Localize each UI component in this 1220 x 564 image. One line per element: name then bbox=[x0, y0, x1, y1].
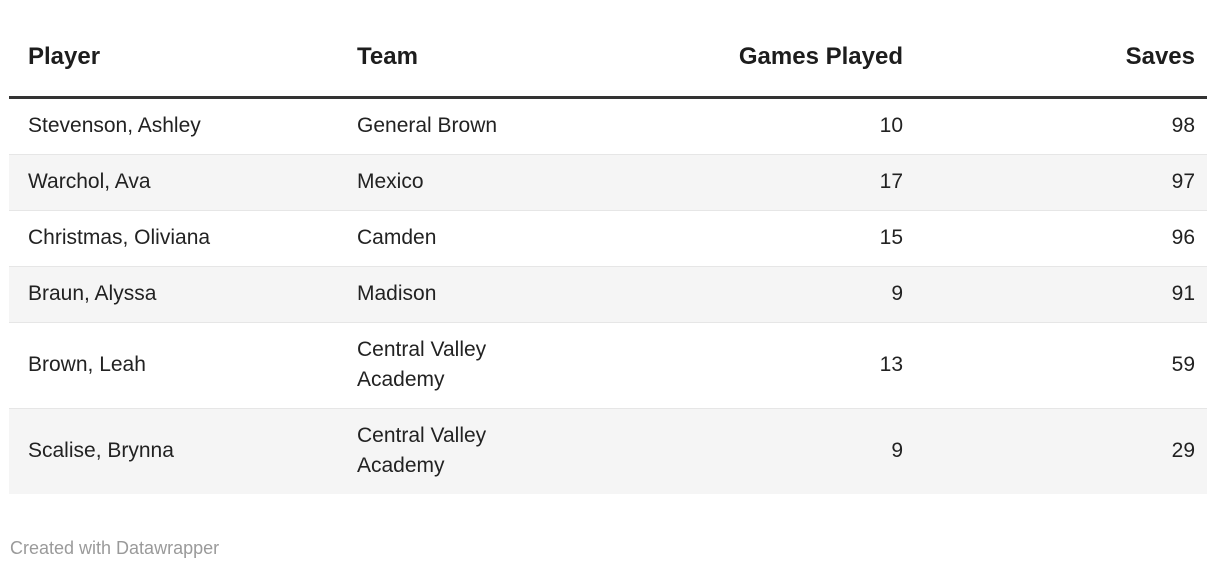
cell-games-played: 10 bbox=[879, 114, 903, 137]
header-cell-games-played: Games Played bbox=[567, 36, 913, 99]
cell-saves: 29 bbox=[1171, 439, 1195, 462]
table-container: Player Team Games Played Saves Stevenson… bbox=[9, 36, 1207, 494]
cell-player: Warchol, Ava bbox=[28, 170, 151, 193]
header-cell-player: Player bbox=[9, 36, 347, 99]
header-row: Player Team Games Played Saves bbox=[9, 36, 1207, 99]
cell-games-played: 9 bbox=[891, 282, 903, 305]
cell-games-played: 13 bbox=[879, 353, 903, 376]
cell-team: Camden bbox=[357, 226, 437, 249]
cell-saves: 98 bbox=[1171, 114, 1195, 137]
cell-player: Brown, Leah bbox=[28, 353, 146, 376]
table-row: Warchol, Ava Mexico 17 97 bbox=[9, 154, 1207, 211]
header-cell-saves: Saves bbox=[913, 36, 1207, 99]
cell-saves: 96 bbox=[1171, 226, 1195, 249]
cell-player: Scalise, Brynna bbox=[28, 439, 174, 462]
stats-table: Player Team Games Played Saves Stevenson… bbox=[9, 36, 1207, 494]
table-row: Braun, Alyssa Madison 9 91 bbox=[9, 266, 1207, 323]
cell-saves: 59 bbox=[1171, 353, 1195, 376]
table-row: Christmas, Oliviana Camden 15 96 bbox=[9, 210, 1207, 267]
table-body: Stevenson, Ashley General Brown 10 98 Wa… bbox=[9, 97, 1207, 494]
cell-games-played: 17 bbox=[879, 170, 903, 193]
cell-player: Christmas, Oliviana bbox=[28, 226, 211, 249]
cell-team: Madison bbox=[357, 282, 437, 305]
cell-team: Mexico bbox=[357, 170, 424, 193]
cell-games-played: 15 bbox=[879, 226, 903, 249]
datawrapper-attribution-link[interactable]: Created with Datawrapper bbox=[10, 538, 220, 558]
cell-team: Central Valley Academy bbox=[357, 424, 487, 477]
table-header: Player Team Games Played Saves bbox=[9, 36, 1207, 99]
cell-player: Stevenson, Ashley bbox=[28, 114, 201, 137]
cell-saves: 97 bbox=[1171, 170, 1195, 193]
header-cell-team: Team bbox=[347, 36, 567, 99]
cell-saves: 91 bbox=[1171, 282, 1195, 305]
cell-player: Braun, Alyssa bbox=[28, 282, 157, 305]
cell-team: Central Valley Academy bbox=[357, 338, 487, 391]
table-row: Brown, Leah Central Valley Academy 13 59 bbox=[9, 322, 1207, 409]
table-row: Scalise, Brynna Central Valley Academy 9… bbox=[9, 408, 1207, 494]
cell-team: General Brown bbox=[357, 114, 498, 137]
cell-games-played: 9 bbox=[891, 439, 903, 462]
table-row: Stevenson, Ashley General Brown 10 98 bbox=[9, 97, 1207, 155]
